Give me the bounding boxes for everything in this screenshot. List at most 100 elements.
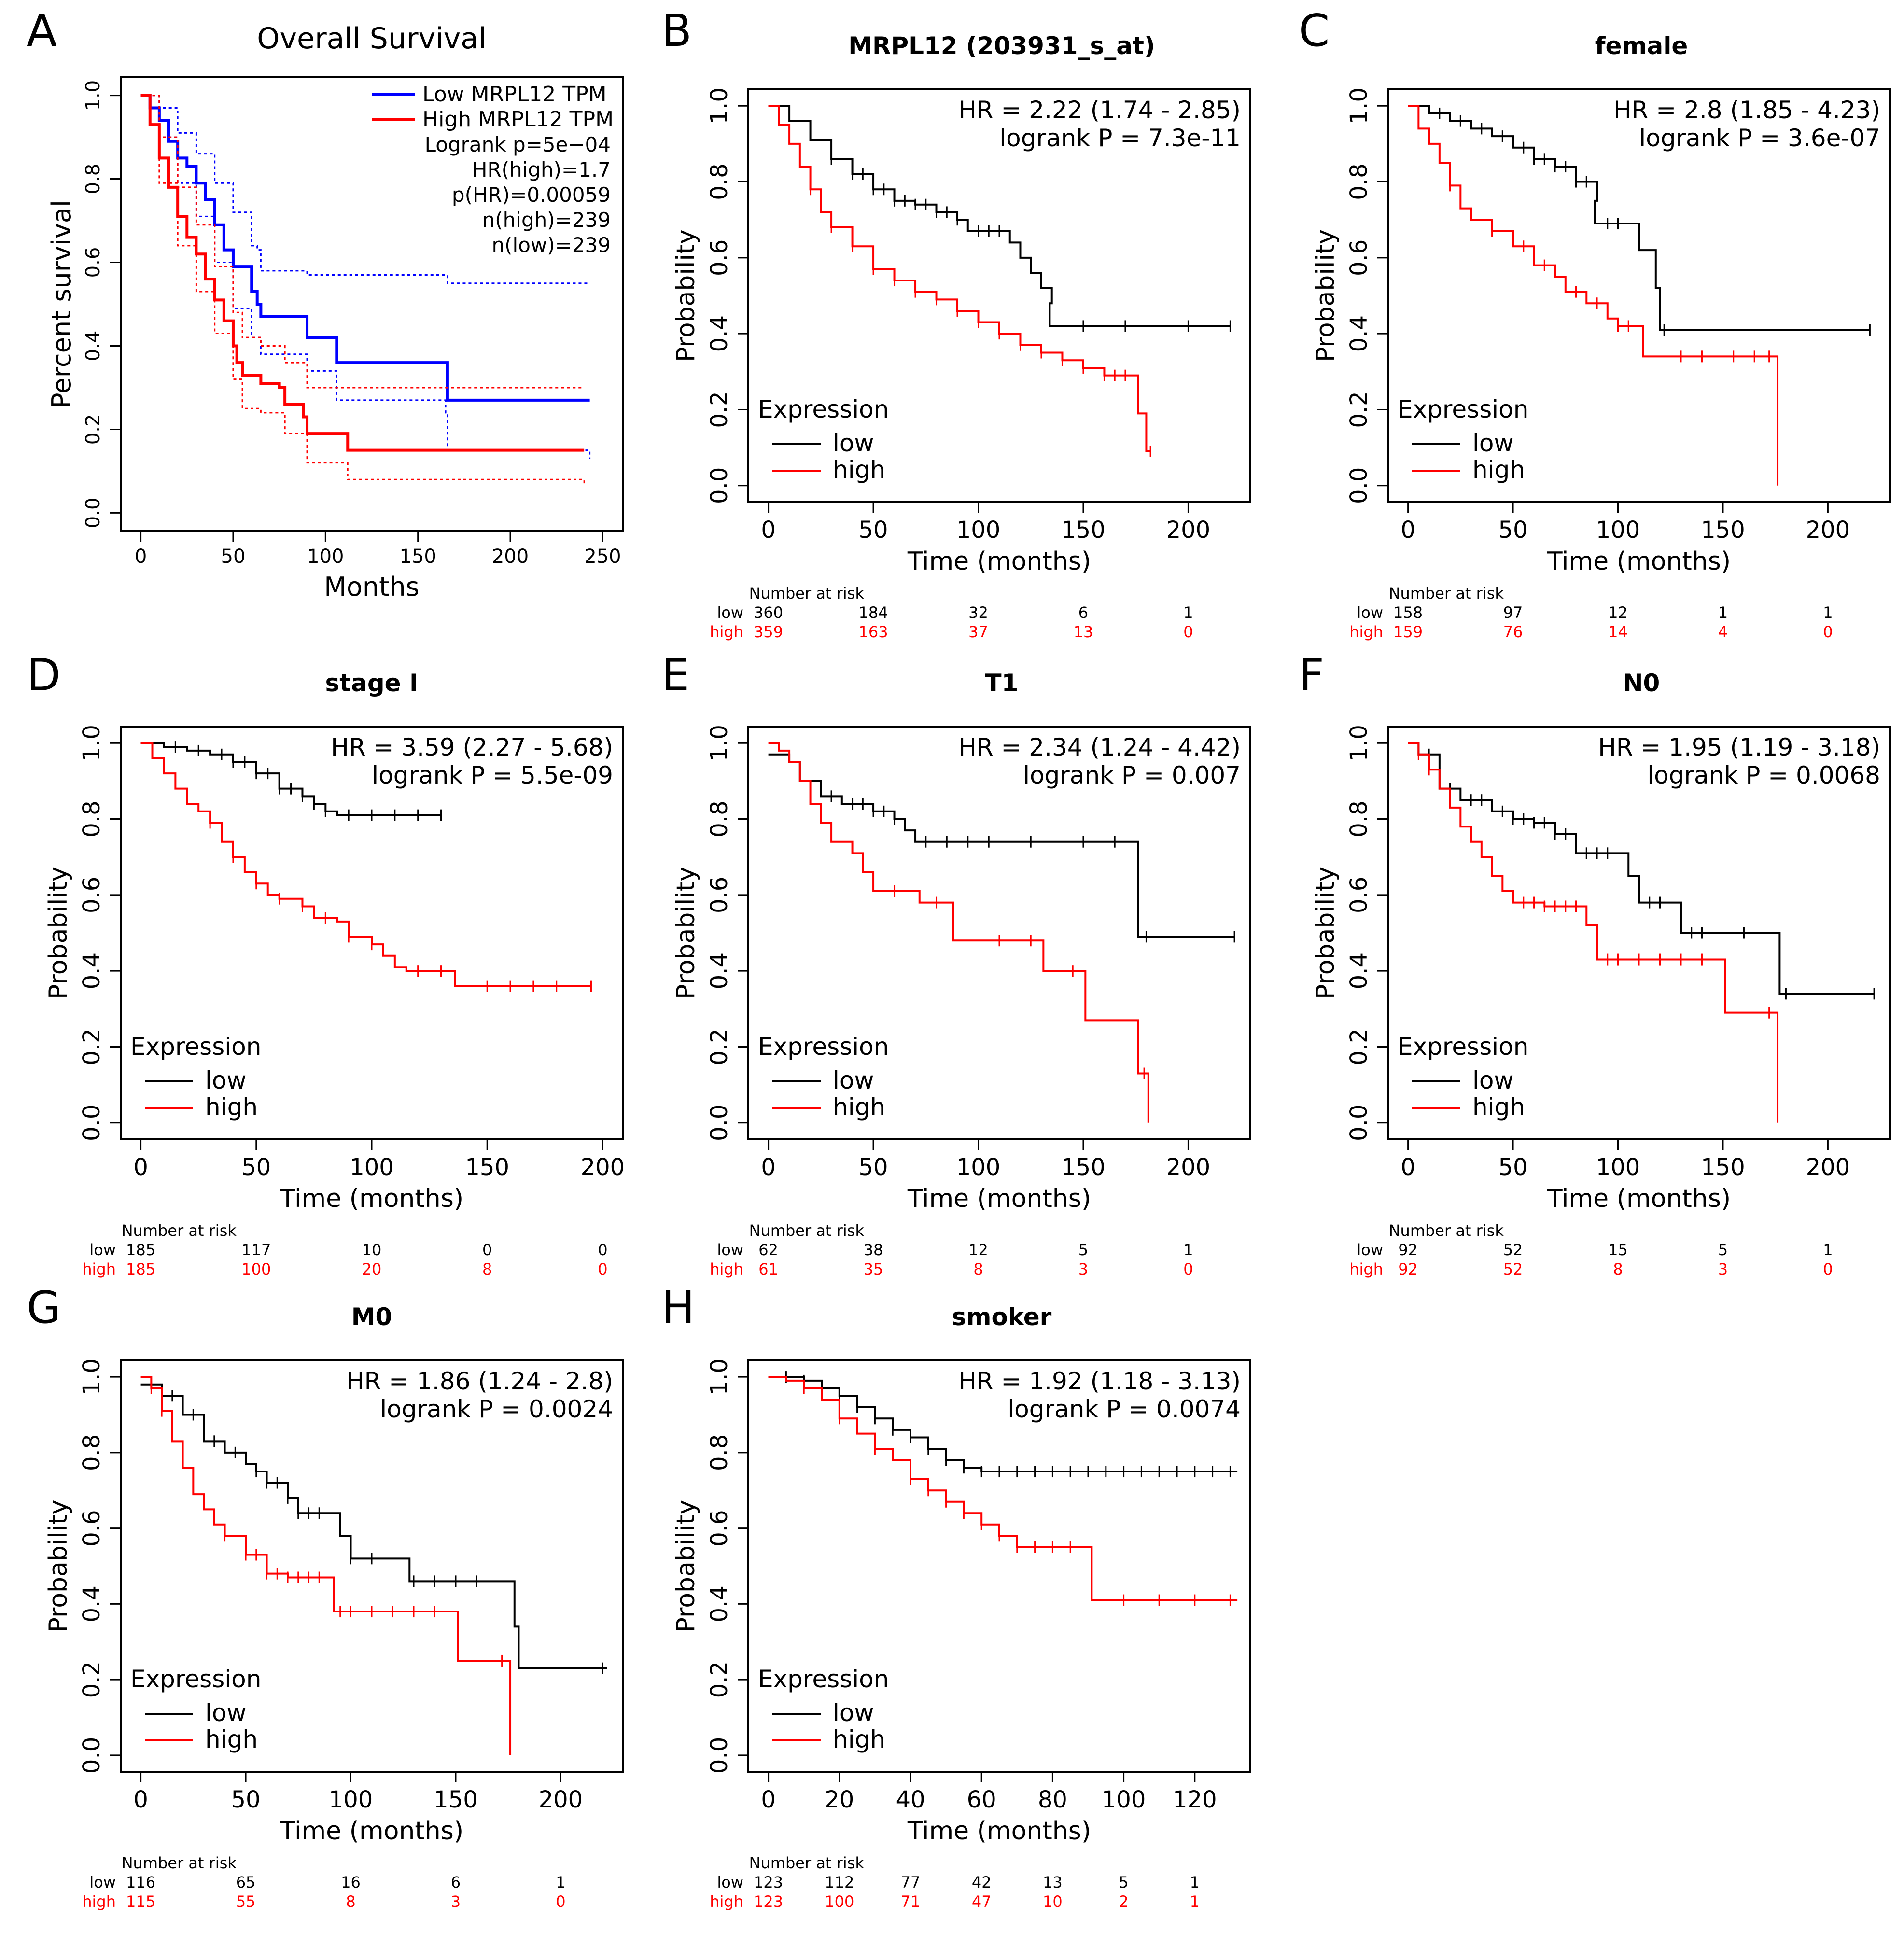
series-high	[768, 105, 1151, 458]
x-tick-label: 200	[1166, 517, 1211, 544]
series-low	[140, 741, 442, 821]
risk-low-value: 6	[451, 1873, 461, 1891]
legend-label-high: high	[205, 1093, 258, 1121]
ci-upper-line	[140, 95, 590, 284]
x-tick-label: 50	[1498, 1154, 1528, 1181]
chart-title: Overall Survival	[257, 22, 486, 56]
risk-low-value: 16	[341, 1873, 361, 1891]
logrank-annotation: logrank P = 0.007	[1023, 761, 1241, 789]
x-tick-label: 100	[1596, 1154, 1640, 1181]
plot-frame	[120, 1359, 624, 1773]
risk-high-value: 4	[1718, 623, 1728, 641]
hr-annotation: HR = 1.92 (1.18 - 3.13)	[958, 1367, 1241, 1395]
y-tick-label: 0.0	[1345, 467, 1372, 504]
risk-row-label-high: high	[710, 1260, 743, 1278]
risk-high-value: 100	[825, 1892, 854, 1911]
risk-high-value: 163	[859, 623, 888, 641]
risk-high-value: 8	[482, 1260, 492, 1278]
x-tick-label: 200	[1166, 1154, 1211, 1181]
x-tick-label: 50	[859, 517, 888, 544]
survival-curve	[140, 94, 585, 452]
risk-high-value: 0	[598, 1260, 607, 1278]
series-low	[1408, 105, 1871, 336]
x-tick-label: 150	[400, 546, 436, 568]
x-tick-label: 100	[329, 1786, 373, 1813]
risk-low-value: 38	[864, 1241, 883, 1259]
risk-low-value: 184	[859, 603, 888, 622]
x-tick-label: 150	[1701, 1154, 1745, 1181]
x-tick-label: 150	[1061, 517, 1106, 544]
y-tick-label: 1.0	[78, 725, 105, 761]
y-tick-label: 0.8	[78, 1434, 105, 1471]
legend-title: Expression	[758, 395, 889, 423]
y-tick-label: 0.4	[78, 1585, 105, 1622]
risk-low-value: 112	[825, 1873, 854, 1891]
hr-annotation: HR = 2.22 (1.74 - 2.85)	[958, 96, 1241, 124]
risk-low-value: 52	[1503, 1241, 1523, 1259]
risk-high-value: 159	[1393, 623, 1423, 641]
x-tick-label: 80	[1038, 1786, 1067, 1813]
risk-low-value: 13	[1043, 1873, 1063, 1891]
risk-high-value: 1	[1190, 1892, 1200, 1911]
plot-frame	[1387, 726, 1891, 1140]
stat-label: n(high)=239	[482, 208, 611, 232]
y-tick-label: 0.6	[82, 247, 104, 278]
chart-title: female	[1595, 32, 1688, 60]
legend-label-high: high	[833, 1725, 885, 1753]
series-low	[140, 1378, 607, 1674]
risk-title: Number at risk	[1389, 584, 1504, 602]
risk-high-value: 20	[362, 1260, 382, 1278]
legend-title: Expression	[758, 1033, 889, 1061]
logrank-annotation: logrank P = 3.6e-07	[1639, 124, 1880, 152]
y-tick-label: 0.6	[706, 877, 733, 913]
ci-lower-line	[140, 95, 591, 459]
risk-low-value: 158	[1393, 603, 1423, 622]
risk-low-value: 0	[482, 1241, 492, 1259]
x-axis-label: Time (months)	[280, 1184, 463, 1213]
x-tick-label: 0	[1400, 517, 1415, 544]
y-tick-label: 0.0	[706, 467, 733, 504]
y-tick-label: 1.0	[1345, 725, 1372, 761]
y-tick-label: 0.8	[706, 800, 733, 837]
stat-label: Logrank p=5e−04	[425, 133, 611, 156]
panel-letter-f: F	[1299, 649, 1324, 701]
legend-title: Expression	[1398, 1033, 1528, 1061]
risk-low-value: 15	[1608, 1241, 1628, 1259]
legend-title: Expression	[758, 1665, 889, 1693]
series-low	[768, 1371, 1238, 1478]
risk-high-value: 13	[1074, 623, 1093, 641]
risk-high-value: 3	[451, 1892, 461, 1911]
survival-curve	[140, 94, 590, 402]
y-axis-label: Probability	[44, 867, 73, 999]
x-tick-label: 0	[1400, 1154, 1415, 1181]
risk-low-value: 5	[1119, 1873, 1128, 1891]
risk-low-value: 1	[1190, 1873, 1200, 1891]
x-axis-label: Time (months)	[907, 547, 1091, 576]
stat-label: HR(high)=1.7	[472, 158, 611, 182]
y-tick-label: 0.0	[706, 1737, 733, 1774]
risk-row-label-low: low	[717, 1873, 743, 1891]
y-axis-label: Probability	[1311, 867, 1340, 999]
panel-b: B MRPL12 (203931_s_at) 0 50 100 150 200 0.0 0.2 0…	[661, 5, 1251, 641]
risk-low-value: 10	[362, 1241, 382, 1259]
risk-high-value: 8	[1613, 1260, 1623, 1278]
risk-low-value: 32	[968, 603, 988, 622]
y-tick-label: 0.8	[706, 163, 733, 200]
x-tick-label: 150	[434, 1786, 478, 1813]
y-axis-label: Probability	[672, 867, 700, 999]
risk-high-value: 123	[754, 1892, 783, 1911]
risk-low-value: 5	[1718, 1241, 1728, 1259]
risk-title: Number at risk	[749, 1221, 865, 1240]
x-tick-label: 0	[761, 1154, 776, 1181]
x-axis-label: Time (months)	[907, 1817, 1091, 1846]
y-tick-label: 0.4	[706, 315, 733, 352]
risk-high-value: 2	[1119, 1892, 1128, 1911]
logrank-annotation: logrank P = 0.0068	[1647, 761, 1880, 789]
panel-letter-a: A	[27, 5, 57, 56]
risk-row-label-high: high	[82, 1260, 116, 1278]
legend-label-low: Low MRPL12 TPM	[422, 82, 607, 107]
x-tick-label: 50	[859, 1154, 888, 1181]
